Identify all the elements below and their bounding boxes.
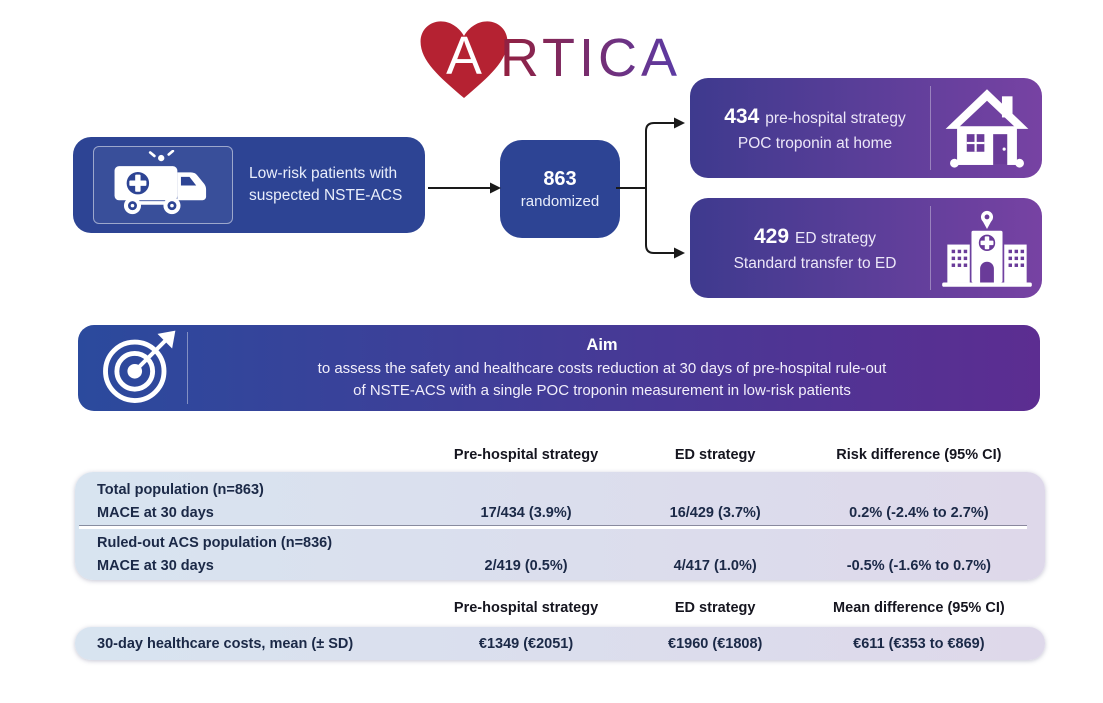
mace-header-prehospital: Pre-hospital strategy <box>453 447 599 463</box>
costs-table: 30-day healthcare costs, mean (± SD) €13… <box>75 627 1045 660</box>
mace-group2-ed-value: 4/417 (1.0%) <box>673 557 757 574</box>
mace-group2-difference-value: -0.5% (-1.6% to 0.7%) <box>846 557 991 574</box>
logo-text: RTICA <box>500 28 682 88</box>
costs-row-label: 30-day healthcare costs, mean (± SD) <box>97 635 354 652</box>
patients-label: Low-risk patients with suspected NSTE-AC… <box>249 137 415 233</box>
randomized-count: 863 <box>543 168 577 190</box>
target-icon <box>102 330 175 403</box>
hospital-icon <box>941 210 1032 287</box>
flow-connector-arrows <box>428 117 685 259</box>
patients-label-line1: Low-risk patients with <box>249 164 398 182</box>
table-row: MACE at 30 days 17/434 (3.9%) 16/429 (3.… <box>75 501 1045 524</box>
mace-group1-difference-value: 0.2% (-2.4% to 2.7%) <box>849 504 989 521</box>
logo-heart-letter: A <box>446 26 482 86</box>
mace-group2-prehospital-value: 2/419 (0.5%) <box>484 557 568 574</box>
randomized-box: 863 randomized <box>500 140 620 238</box>
ambulance-icon-panel <box>93 146 233 224</box>
target-icon-panel <box>88 330 188 404</box>
aim-text: Aim to assess the safety and healthcare … <box>190 325 1014 411</box>
mace-group1-label: Total population (n=863) <box>97 481 264 498</box>
mace-group1-prehospital-value: 17/434 (3.9%) <box>480 504 572 521</box>
randomized-label: randomized <box>520 193 600 210</box>
prehospital-strategy-box: 434 pre-hospital strategy POC troponin at… <box>690 78 1042 178</box>
prehospital-label: pre-hospital strategy <box>765 109 906 127</box>
ed-detail: Standard transfer to ED <box>733 255 897 273</box>
house-icon-panel <box>930 86 1042 170</box>
costs-table-header: Pre-hospital strategy ED strategy Mean d… <box>75 596 1045 620</box>
hospital-icon-panel <box>930 206 1042 290</box>
aim-title: Aim <box>586 336 618 355</box>
artica-logo: A RTICA <box>418 18 681 104</box>
ed-count: 429 <box>753 224 790 248</box>
costs-header-prehospital: Pre-hospital strategy <box>453 600 599 616</box>
ed-strategy-box: 429 ED strategy Standard transfer to ED <box>690 198 1042 298</box>
aim-line2: of NSTE-ACS with a single POC troponin m… <box>353 382 851 400</box>
ed-strategy-text: 429 ED strategy Standard transfer to ED <box>706 198 924 298</box>
costs-ed-value: €1960 (€1808) <box>668 635 763 652</box>
table-group-divider <box>79 526 1027 529</box>
ambulance-icon <box>114 150 207 215</box>
aim-banner: Aim to assess the safety and healthcare … <box>78 325 1040 411</box>
mace-header-ed: ED strategy <box>674 447 756 463</box>
ed-label: ED strategy <box>795 229 877 247</box>
mace-group1-ed-value: 16/429 (3.7%) <box>669 504 761 521</box>
prehospital-detail: POC troponin at home <box>737 135 893 153</box>
house-icon <box>945 89 1028 168</box>
patients-label-line2: suspected NSTE-ACS <box>249 187 403 204</box>
mace-header-difference: Risk difference (95% CI) <box>836 447 1002 463</box>
prehospital-count: 434 <box>724 104 760 128</box>
aim-line1: to assess the safety and healthcare cost… <box>317 359 887 377</box>
mace-group1-row-label: MACE at 30 days <box>97 504 214 521</box>
mace-table: Total population (n=863) MACE at 30 days… <box>75 472 1045 580</box>
mace-group2-label: Ruled-out ACS population (n=836) <box>97 534 333 551</box>
costs-header-difference: Mean difference (95% CI) <box>833 600 1005 616</box>
costs-prehospital-value: €1349 (€2051) <box>478 635 574 652</box>
mace-group2-row-label: MACE at 30 days <box>97 557 214 574</box>
table-row: MACE at 30 days 2/419 (0.5%) 4/417 (1.0%… <box>75 554 1045 577</box>
table-row: 30-day healthcare costs, mean (± SD) €13… <box>75 636 1045 652</box>
costs-header-ed: ED strategy <box>674 600 756 616</box>
patients-box: Low-risk patients with suspected NSTE-AC… <box>73 137 425 233</box>
mace-table-header: Pre-hospital strategy ED strategy Risk d… <box>75 443 1045 467</box>
heart-icon: A <box>420 21 508 99</box>
prehospital-strategy-text: 434 pre-hospital strategy POC troponin at… <box>706 78 924 178</box>
costs-difference-value: €611 (€353 to €869) <box>853 635 985 652</box>
